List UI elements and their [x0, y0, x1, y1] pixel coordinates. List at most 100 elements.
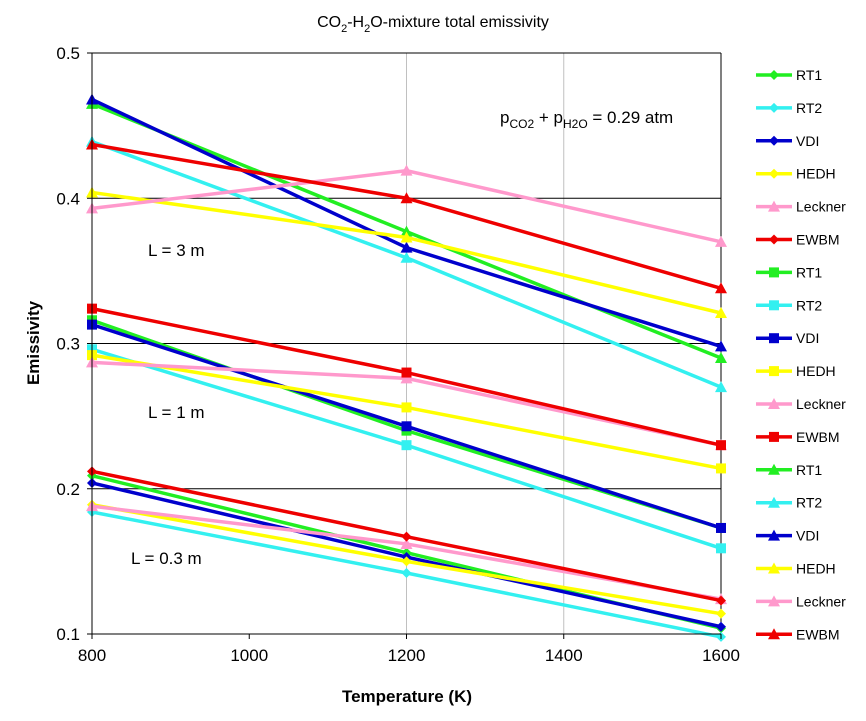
legend-label: RT2 [796, 495, 822, 511]
square-marker [401, 367, 412, 378]
legend-entry-rt2: RT2 [756, 297, 822, 313]
diamond-marker [769, 135, 779, 146]
legend-entry-hedh: HEDH [756, 166, 836, 182]
legend-label: RT2 [796, 297, 822, 313]
triangle-marker [400, 164, 413, 176]
y-tick-label: 0.5 [56, 44, 80, 63]
legend-label: EWBM [796, 626, 840, 642]
y-tick-label: 0.3 [56, 335, 80, 354]
x-tick-label: 1000 [230, 646, 268, 665]
square-marker [716, 522, 726, 533]
triangle-marker [768, 463, 780, 475]
group-label-3m: L = 3 m [148, 241, 205, 260]
triangle-marker [768, 628, 780, 640]
legend-label: VDI [796, 528, 819, 544]
diamond-marker [769, 102, 779, 113]
legend-label: EWBM [796, 232, 840, 248]
series-ewbm-diamond [87, 466, 726, 606]
triangle-marker [768, 398, 780, 409]
group-label-0.3m: L = 0.3 m [131, 549, 202, 568]
legend-entry-ewbm: EWBM [756, 626, 840, 642]
diamond-marker [769, 234, 779, 245]
legend-entry-vdi: VDI [756, 528, 819, 544]
triangle-marker [400, 225, 413, 237]
triangle-marker [715, 352, 727, 364]
triangle-marker [715, 381, 727, 393]
square-marker [401, 421, 412, 432]
pressure-annotation: pCO2 + pH2O = 0.29 atm [500, 108, 673, 131]
legend-entry-leckner: Leckner [756, 396, 846, 412]
square-marker [769, 366, 779, 377]
legend-label: EWBM [796, 429, 840, 445]
square-marker [401, 402, 412, 413]
legend-entry-vdi: VDI [756, 330, 819, 346]
legend-label: RT1 [796, 462, 822, 478]
triangle-marker [400, 537, 413, 549]
axes: 0.1 0.2 0.3 0.4 0.5 800 1000 1200 1400 1600 [56, 44, 740, 665]
group-label-1m: L = 1 m [148, 403, 205, 422]
legend-entry-ewbm: EWBM [756, 429, 840, 445]
legend: RT1 RT2 VDI HEDH Leckner EWBM RT1 RT2 VDI HEDH Lec… [756, 67, 846, 642]
triangle-marker [400, 372, 413, 384]
triangle-marker [768, 529, 780, 541]
legend-label: RT1 [796, 67, 822, 83]
square-marker [769, 267, 779, 278]
legend-entry-leckner: Leckner [756, 199, 846, 215]
square-marker [769, 431, 779, 442]
legend-entry-rt1: RT1 [756, 264, 822, 280]
triangle-marker [715, 235, 727, 247]
x-axis-label: Temperature (K) [342, 687, 472, 706]
legend-label: VDI [796, 133, 819, 149]
legend-label: RT2 [796, 100, 822, 116]
square-marker [769, 333, 779, 344]
legend-entry-leckner: Leckner [756, 593, 846, 609]
diamond-marker [769, 168, 779, 179]
triangle-marker [400, 192, 413, 204]
legend-entry-ewbm: EWBM [756, 232, 840, 248]
triangle-marker [768, 496, 780, 508]
diamond-marker [769, 70, 779, 80]
diamond-marker [401, 556, 412, 567]
triangle-marker [715, 340, 727, 352]
triangle-marker [768, 200, 780, 212]
legend-label: Leckner [796, 199, 846, 215]
diamond-marker [401, 567, 412, 578]
y-tick-label: 0.1 [56, 625, 80, 644]
square-marker [716, 440, 726, 451]
y-tick-label: 0.4 [56, 189, 80, 208]
y-axis-label: Emissivity [24, 300, 43, 385]
diamond-marker [716, 621, 726, 632]
legend-entry-rt2: RT2 [756, 495, 822, 511]
legend-label: HEDH [796, 166, 836, 182]
legend-label: HEDH [796, 561, 836, 577]
triangle-marker [400, 231, 413, 243]
x-tick-label: 1200 [388, 646, 426, 665]
legend-entry-rt1: RT1 [756, 67, 822, 83]
legend-entry-rt2: RT2 [756, 100, 822, 116]
diamond-marker [716, 595, 726, 606]
square-marker [716, 543, 726, 554]
triangle-marker [400, 241, 413, 253]
triangle-marker [768, 562, 780, 574]
legend-entry-hedh: HEDH [756, 561, 836, 577]
x-tick-label: 800 [78, 646, 106, 665]
legend-label: Leckner [796, 593, 846, 609]
square-marker [716, 463, 726, 474]
diamond-marker [716, 608, 726, 619]
y-tick-label: 0.2 [56, 480, 80, 499]
legend-label: VDI [796, 330, 819, 346]
triangle-marker [400, 251, 413, 263]
square-marker [769, 300, 779, 311]
triangle-marker [715, 306, 727, 318]
legend-entry-hedh: HEDH [756, 363, 836, 379]
legend-label: HEDH [796, 363, 836, 379]
diamond-marker [401, 531, 412, 542]
x-tick-label: 1600 [702, 646, 740, 665]
square-marker [401, 440, 412, 451]
triangle-marker [768, 595, 780, 607]
legend-label: RT1 [796, 264, 822, 280]
legend-entry-rt1: RT1 [756, 462, 822, 478]
x-tick-label: 1400 [545, 646, 583, 665]
chart-title: CO2-H2O-mixture total emissivity [317, 14, 549, 35]
